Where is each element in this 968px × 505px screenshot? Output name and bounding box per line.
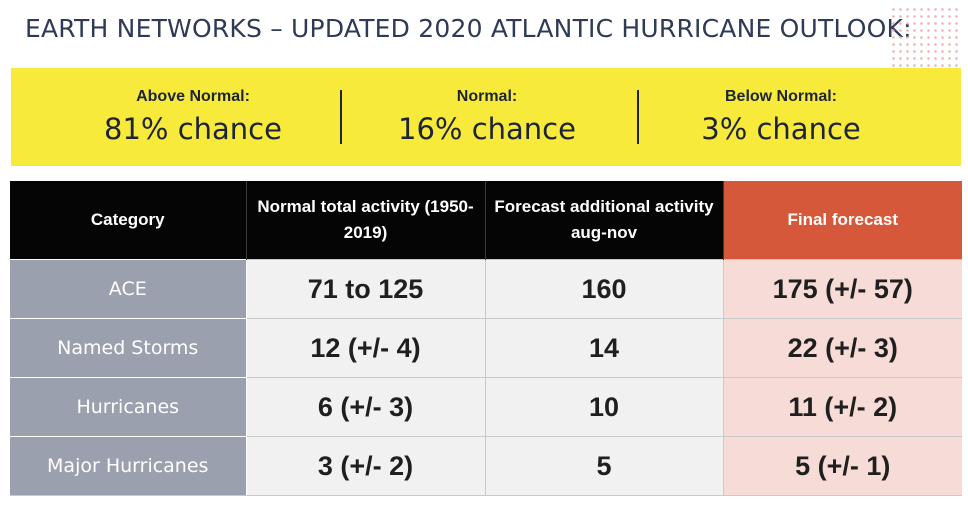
probability-value: 81% chance [104,112,282,146]
category-cell: ACE [10,259,247,319]
banner-divider [637,90,639,144]
table-row: Hurricanes 6 (+/- 3) 10 11 (+/- 2) [10,377,962,437]
final-cell: 11 (+/- 2) [723,377,962,437]
probability-label: Above Normal: [136,88,250,105]
header-category: Category [10,181,247,260]
normal-cell: 3 (+/- 2) [246,436,486,496]
normal-cell: 71 to 125 [246,259,486,319]
table-row: ACE 71 to 125 160 175 (+/- 57) [10,259,962,319]
probability-label: Normal: [456,88,518,105]
final-cell: 175 (+/- 57) [723,259,962,319]
normal-cell: 6 (+/- 3) [246,377,486,437]
banner-divider [340,90,342,144]
normal-probability: Normal: 16% chance [339,68,635,166]
forecast-cell: 10 [485,377,724,437]
category-cell: Major Hurricanes [10,436,247,496]
category-cell: Hurricanes [10,377,247,437]
header-forecast-additional: Forecast additional activity aug-nov [485,181,724,260]
header-normal-activity: Normal total activity (1950-2019) [246,181,486,260]
probability-label: Below Normal: [724,88,837,105]
forecast-table: Category Normal total activity (1950-201… [10,181,962,496]
below-normal-probability: Below Normal: 3% chance [633,68,929,166]
normal-cell: 12 (+/- 4) [246,318,486,378]
forecast-cell: 160 [485,259,724,319]
decorative-dot-pattern [890,6,960,68]
table-header-row: Category Normal total activity (1950-201… [10,181,962,260]
probability-value: 16% chance [398,112,576,146]
category-cell: Named Storms [10,318,247,378]
forecast-cell: 14 [485,318,724,378]
final-cell: 22 (+/- 3) [723,318,962,378]
probability-value: 3% chance [701,112,861,146]
probability-banner: Above Normal: 81% chance Normal: 16% cha… [11,68,961,166]
table-row: Major Hurricanes 3 (+/- 2) 5 5 (+/- 1) [10,436,962,496]
header-final-forecast: Final forecast [723,181,962,260]
table-row: Named Storms 12 (+/- 4) 14 22 (+/- 3) [10,318,962,378]
final-cell: 5 (+/- 1) [723,436,962,496]
forecast-cell: 5 [485,436,724,496]
page-title: EARTH NETWORKS – UPDATED 2020 ATLANTIC H… [25,14,912,43]
above-normal-probability: Above Normal: 81% chance [45,68,341,166]
